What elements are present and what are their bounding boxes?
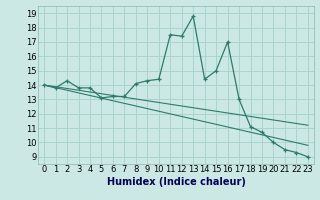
X-axis label: Humidex (Indice chaleur): Humidex (Indice chaleur) xyxy=(107,177,245,187)
